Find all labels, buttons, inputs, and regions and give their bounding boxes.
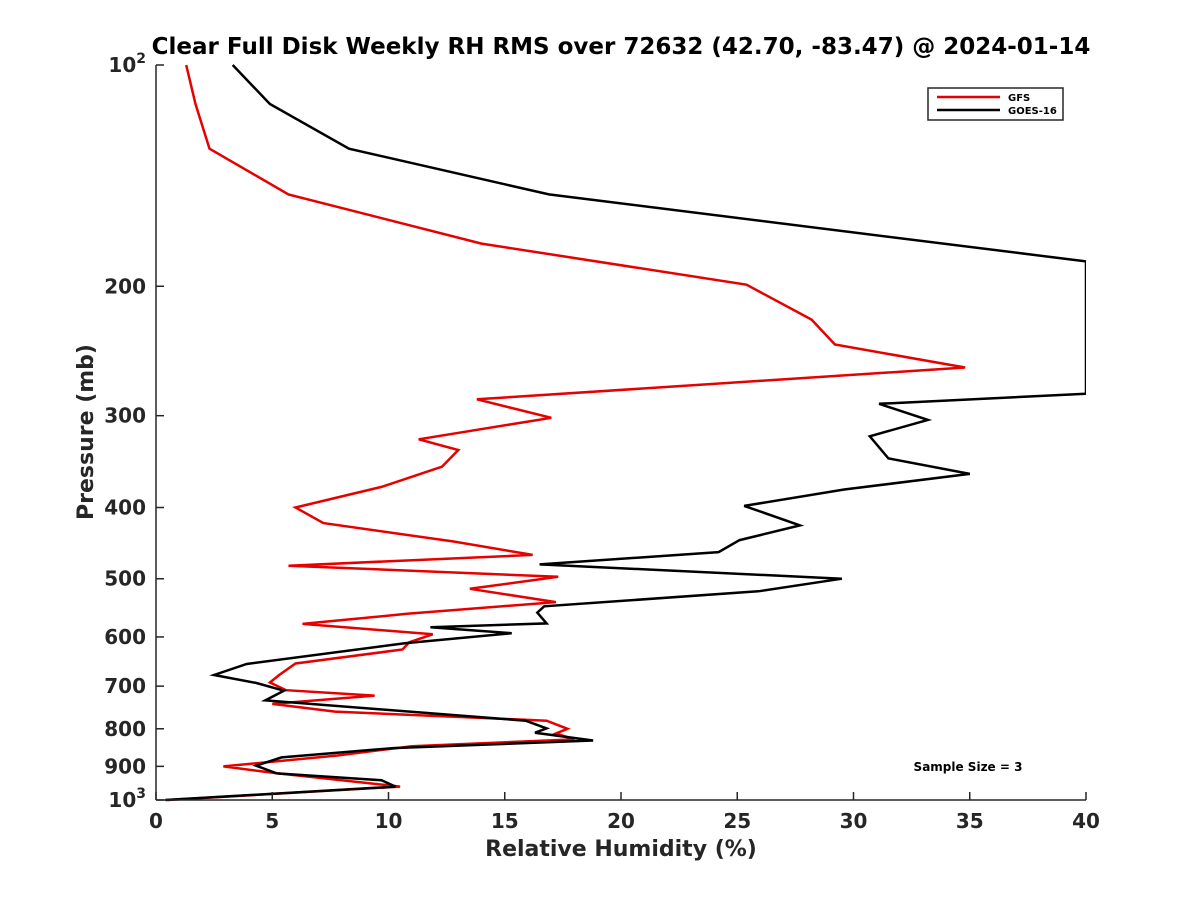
legend-box	[927, 87, 1064, 121]
x-tick-label: 40	[1072, 809, 1100, 833]
plot-lines	[165, 64, 1086, 802]
x-ticks: 0 5 10 15 20 25 30 35 40	[149, 792, 1100, 833]
y-tick-label: 103	[108, 786, 146, 812]
y-axis-label: Pressure (mb)	[74, 344, 99, 520]
x-tick-label: 20	[607, 809, 635, 833]
y-tick-label: 800	[104, 717, 146, 741]
x-tick-label: 15	[491, 809, 519, 833]
x-tick-label: 35	[956, 809, 984, 833]
y-tick-label: 400	[104, 496, 146, 520]
y-tick-label: 700	[104, 674, 146, 698]
sample-size-annotation: Sample Size = 3	[914, 760, 1023, 774]
series-line-gfs	[167, 64, 966, 802]
y-tick-label: 300	[104, 404, 146, 428]
y-tick-label: 102	[108, 51, 146, 77]
legend-label-gfs: GFS	[1008, 93, 1030, 104]
x-tick-label: 25	[723, 809, 751, 833]
x-tick-label: 5	[265, 809, 279, 833]
x-axis-label: Relative Humidity (%)	[485, 837, 757, 862]
legend: GFS GOES-16	[927, 87, 1064, 121]
x-tick-label: 10	[375, 809, 403, 833]
y-ticks: 102 200 300 400 500 600 700 800 900 103	[104, 51, 164, 812]
y-tick-label: 200	[104, 274, 146, 298]
y-tick-label: 600	[104, 625, 146, 649]
x-tick-label: 0	[149, 809, 163, 833]
y-tick-label: 900	[104, 754, 146, 778]
series-line-goes16	[165, 64, 1086, 802]
legend-label-goes16: GOES-16	[1008, 106, 1057, 117]
y-tick-label: 500	[104, 567, 146, 591]
chart-title: Clear Full Disk Weekly RH RMS over 72632…	[152, 34, 1091, 60]
x-tick-label: 30	[840, 809, 868, 833]
